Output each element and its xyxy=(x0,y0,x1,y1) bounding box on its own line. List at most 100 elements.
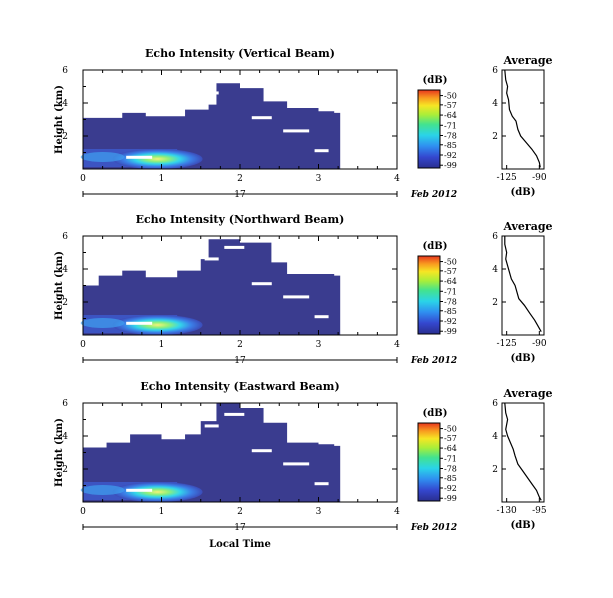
data-gap xyxy=(251,282,272,286)
colorbar-tick-label: -71 xyxy=(444,454,457,463)
data-gap xyxy=(126,488,153,492)
average-line xyxy=(504,402,542,501)
average-y-label: 6 xyxy=(492,66,498,76)
average-y-label: 2 xyxy=(492,298,498,308)
echo-max xyxy=(112,315,203,335)
average-title: Average xyxy=(502,54,552,67)
date-tick-label: 17 xyxy=(234,523,246,533)
average-title: Average xyxy=(502,220,552,233)
average-frame xyxy=(501,69,545,170)
date-label: Feb 2012 xyxy=(410,356,457,366)
y-axis-label: Height (km) xyxy=(54,85,65,154)
average-x-label: -90 xyxy=(532,173,547,183)
echo-max xyxy=(112,149,203,169)
colorbar-tick-label: -57 xyxy=(444,434,457,443)
data-gap xyxy=(314,482,329,486)
data-gap xyxy=(204,424,219,428)
average-y-label: 4 xyxy=(492,99,498,109)
x-tick-label: 3 xyxy=(316,340,322,350)
x-tick-label: 3 xyxy=(316,507,322,517)
echo-field xyxy=(83,83,341,169)
average-x-label: -125 xyxy=(497,339,517,349)
average-x-label: -125 xyxy=(497,173,517,183)
y-tick-label: 4 xyxy=(62,99,68,109)
date-tick-label: 17 xyxy=(234,190,246,200)
colorbar-tick-label: -92 xyxy=(444,484,457,493)
colorbar-tick-label: -92 xyxy=(444,317,457,326)
data-gap xyxy=(126,155,153,159)
colorbar-tick-label: -71 xyxy=(444,287,457,296)
date-label: Feb 2012 xyxy=(410,190,457,200)
x-tick-label: 0 xyxy=(80,340,86,350)
average-y-label: 6 xyxy=(492,232,498,242)
x-tick-label: 2 xyxy=(237,174,243,184)
colorbar-tick-label: -78 xyxy=(444,465,457,474)
x-tick-label: 1 xyxy=(159,340,165,350)
colorbar-tick-label: -64 xyxy=(444,277,457,286)
x-axis-label: Local Time xyxy=(209,539,271,550)
colorbar-tick-label: -50 xyxy=(444,258,457,267)
data-gap xyxy=(251,449,272,453)
colorbar-unit: (dB) xyxy=(423,241,448,252)
y-tick-label: 2 xyxy=(62,298,68,308)
data-gap xyxy=(283,295,310,299)
data-gap xyxy=(251,116,272,120)
data-gap xyxy=(283,462,310,466)
average-y-label: 6 xyxy=(492,399,498,409)
y-axis-label: Height (km) xyxy=(54,251,65,320)
data-gap xyxy=(126,321,153,325)
x-tick-label: 4 xyxy=(394,507,400,517)
x-tick-label: 3 xyxy=(316,174,322,184)
colorbar-tick-label: -92 xyxy=(444,151,457,160)
x-tick-label: 0 xyxy=(80,507,86,517)
panel-2: Echo Intensity (Eastward Beam) 0 1 2 3 4 2 4 6 He… xyxy=(54,380,553,550)
data-gap xyxy=(224,245,245,249)
data-gap xyxy=(224,412,245,416)
data-gap xyxy=(283,129,310,133)
colorbar xyxy=(417,422,441,502)
average-line xyxy=(504,69,541,168)
colorbar xyxy=(417,255,441,335)
colorbar-tick-label: -78 xyxy=(444,132,457,141)
colorbar-tick-label: -78 xyxy=(444,298,457,307)
data-gap xyxy=(204,257,219,261)
y-tick-label: 6 xyxy=(62,399,68,409)
average-y-label: 2 xyxy=(492,465,498,475)
date-tick-label: 17 xyxy=(234,356,246,366)
echo-field xyxy=(83,403,341,502)
average-frame xyxy=(501,235,545,336)
x-tick-label: 4 xyxy=(394,340,400,350)
colorbar-tick-label: -64 xyxy=(444,111,457,120)
panel-title: Echo Intensity (Northward Beam) xyxy=(136,213,345,226)
panel-0: Echo Intensity (Vertical Beam) 0 1 2 3 4 2 4 6 He… xyxy=(54,47,553,200)
colorbar-unit: (dB) xyxy=(423,408,448,419)
average-line xyxy=(504,236,542,332)
average-xlabel: (dB) xyxy=(511,187,536,198)
colorbar-tick-label: -64 xyxy=(444,444,457,453)
colorbar-tick-label: -50 xyxy=(444,425,457,434)
average-frame xyxy=(501,402,545,503)
y-tick-label: 6 xyxy=(62,66,68,76)
colorbar-tick-label: -99 xyxy=(444,494,457,503)
y-tick-label: 6 xyxy=(62,232,68,242)
y-tick-label: 2 xyxy=(62,465,68,475)
echo-band xyxy=(80,318,125,328)
colorbar-unit: (dB) xyxy=(423,75,448,86)
panel-title: Echo Intensity (Vertical Beam) xyxy=(145,47,335,60)
data-gap xyxy=(224,79,245,83)
x-tick-label: 1 xyxy=(159,507,165,517)
x-tick-label: 4 xyxy=(394,174,400,184)
x-tick-label: 0 xyxy=(80,174,86,184)
data-gap xyxy=(314,315,329,319)
data-gap xyxy=(204,91,219,95)
average-x-label: -95 xyxy=(532,506,547,516)
colorbar-tick-label: -99 xyxy=(444,161,457,170)
colorbar-tick-label: -57 xyxy=(444,267,457,276)
average-xlabel: (dB) xyxy=(511,520,536,531)
colorbar-tick-label: -85 xyxy=(444,474,457,483)
colorbar xyxy=(417,89,441,169)
y-tick-label: 4 xyxy=(62,432,68,442)
echo-field xyxy=(83,239,341,335)
y-tick-label: 2 xyxy=(62,132,68,142)
average-x-label: -90 xyxy=(532,339,547,349)
